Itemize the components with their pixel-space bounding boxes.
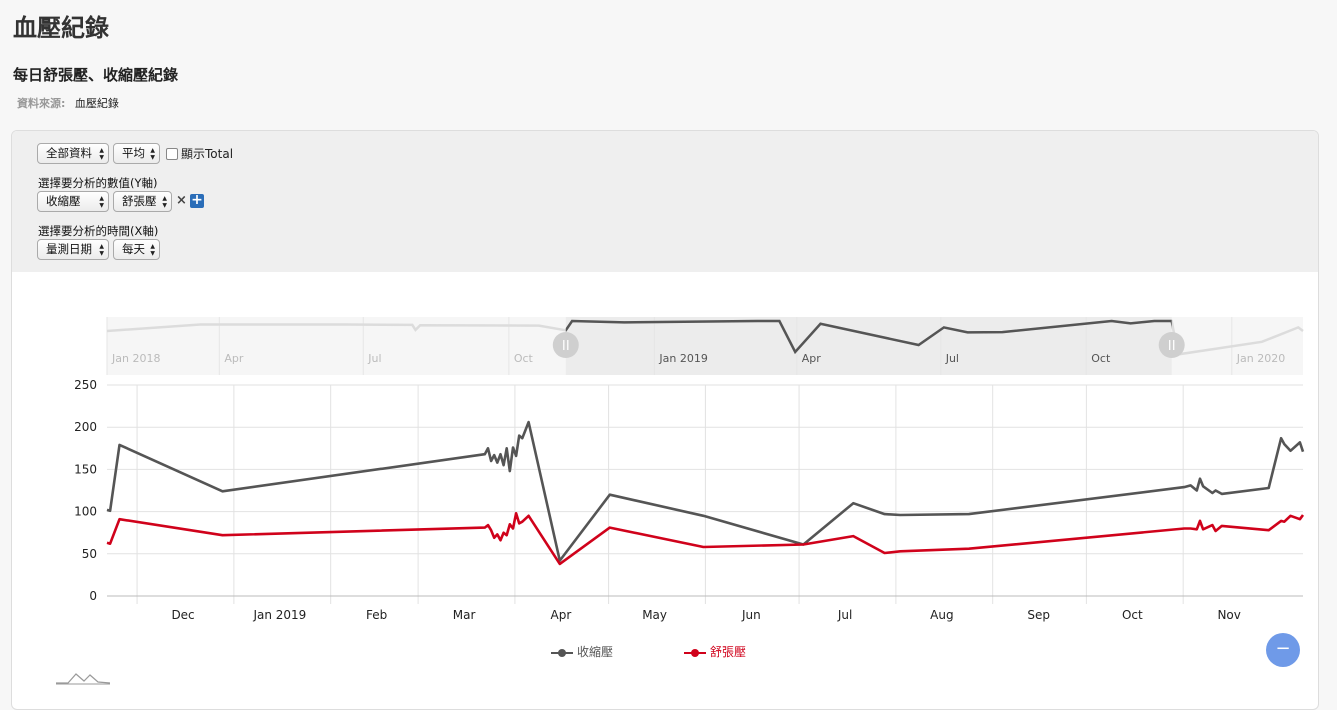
source-label: 資料來源: bbox=[17, 97, 66, 110]
aggregate-select[interactable]: 平均 bbox=[113, 143, 160, 164]
report-subtitle: 每日舒張壓、收縮壓紀錄 bbox=[13, 66, 179, 84]
y-tick-label: 250 bbox=[74, 378, 97, 392]
y-tick-label: 150 bbox=[74, 462, 97, 476]
navigator-tick-label: Jan 2020 bbox=[1236, 352, 1285, 365]
navigator-tick-label: Apr bbox=[802, 352, 822, 365]
legend-label-systolic: 收縮壓 bbox=[577, 645, 614, 659]
x-axis-label: 選擇要分析的時間(X軸) bbox=[38, 224, 159, 238]
y-field-select-2[interactable]: 舒張壓 bbox=[113, 191, 172, 212]
navigator-tick-label: Apr bbox=[224, 352, 244, 365]
remove-field-icon[interactable]: × bbox=[176, 193, 187, 208]
navigator-series-selected bbox=[565, 319, 1172, 355]
x-tick-label: Apr bbox=[551, 608, 572, 622]
x-tick-label: Sep bbox=[1027, 608, 1050, 622]
x-tick-label: Nov bbox=[1217, 608, 1240, 622]
add-field-icon[interactable]: + bbox=[190, 192, 204, 208]
collapse-button[interactable]: − bbox=[1266, 633, 1300, 667]
y-tick-label: 0 bbox=[89, 589, 97, 603]
chart-type-icon[interactable] bbox=[56, 670, 112, 686]
series-line-diastolic bbox=[106, 511, 1305, 566]
navigator: Jan 2018 Apr Jul Oct Jan 2019 Apr Jul Oct Jan 20… bbox=[106, 317, 1304, 375]
chart-panel: 全部資料 平均 顯示Total 選擇要分析的數值(Y軸) 收縮壓 舒張壓 × +… bbox=[11, 130, 1319, 710]
source-value: 血壓紀錄 bbox=[74, 97, 119, 110]
navigator-tick-label: Jul bbox=[367, 352, 381, 365]
navigator-tick-label: Oct bbox=[1091, 352, 1111, 365]
axes: 0 50 100 150 200 250 Dec Jan 2019 Feb Mar Apr May Ju… bbox=[74, 378, 1303, 622]
x-interval-select[interactable]: 每天 bbox=[113, 239, 160, 260]
x-tick-label: Dec bbox=[171, 608, 194, 622]
x-field-select[interactable]: 量測日期 bbox=[37, 239, 109, 260]
chart-area: Jan 2018 Apr Jul Oct Jan 2019 Apr Jul Oct Jan 20… bbox=[12, 272, 1318, 709]
x-tick-label: Jan 2019 bbox=[252, 608, 306, 622]
navigator-tick-label: Jul bbox=[945, 352, 959, 365]
legend-item-systolic[interactable]: 收縮壓 bbox=[551, 643, 613, 660]
legend-swatch-systolic bbox=[551, 648, 573, 658]
y-tick-label: 100 bbox=[74, 505, 97, 519]
legend-label-diastolic: 舒張壓 bbox=[710, 645, 747, 659]
page-title: 血壓紀錄 bbox=[13, 14, 109, 42]
x-tick-label: May bbox=[642, 608, 667, 622]
navigator-handle-right[interactable] bbox=[1158, 332, 1185, 358]
x-tick-label: Aug bbox=[930, 608, 953, 622]
y-field-select-1[interactable]: 收縮壓 bbox=[37, 191, 109, 212]
show-total-checkbox[interactable] bbox=[166, 148, 178, 160]
series bbox=[106, 420, 1305, 566]
x-tick-label: Feb bbox=[366, 608, 387, 622]
x-tick-label: Mar bbox=[453, 608, 476, 622]
legend-swatch-diastolic bbox=[684, 648, 706, 658]
data-scope-select[interactable]: 全部資料 bbox=[37, 143, 109, 164]
y-axis-label: 選擇要分析的數值(Y軸) bbox=[38, 176, 158, 190]
controls-panel: 全部資料 平均 顯示Total 選擇要分析的數值(Y軸) 收縮壓 舒張壓 × +… bbox=[12, 131, 1318, 272]
navigator-handle-left[interactable] bbox=[552, 332, 579, 358]
show-total-label[interactable]: 顯示Total bbox=[181, 147, 234, 161]
legend-item-diastolic[interactable]: 舒張壓 bbox=[684, 643, 746, 660]
navigator-tick-label: Jan 2018 bbox=[111, 352, 160, 365]
navigator-tick-label: Jan 2019 bbox=[658, 352, 707, 365]
x-tick-label: Jun bbox=[741, 608, 761, 622]
line-chart: Jan 2018 Apr Jul Oct Jan 2019 Apr Jul Oct Jan 20… bbox=[74, 317, 1305, 622]
series-line-systolic bbox=[106, 420, 1305, 562]
y-tick-label: 50 bbox=[82, 547, 97, 561]
x-tick-label: Oct bbox=[1122, 608, 1143, 622]
navigator-tick-label: Oct bbox=[514, 352, 534, 365]
data-source-row: 資料來源: 血壓紀錄 bbox=[17, 95, 119, 111]
navigator-selection bbox=[565, 317, 1172, 375]
x-tick-label: Jul bbox=[837, 608, 852, 622]
y-tick-label: 200 bbox=[74, 420, 97, 434]
